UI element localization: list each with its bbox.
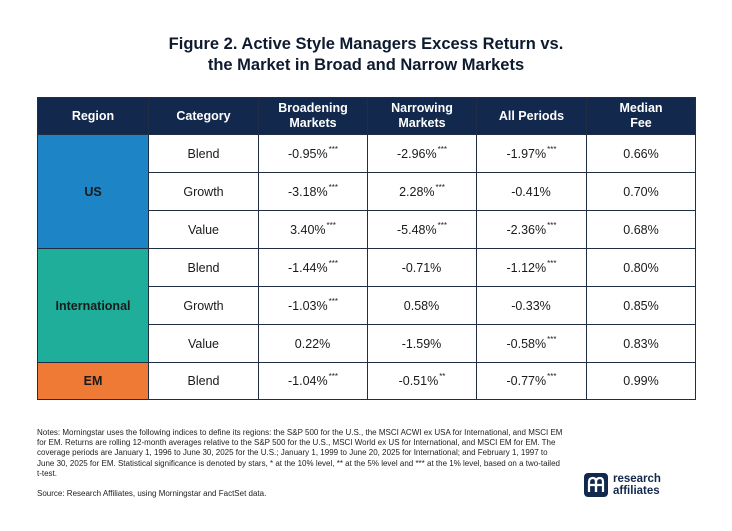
narrowing-cell: -1.59% bbox=[367, 324, 477, 363]
median-fee-cell: 0.80% bbox=[586, 248, 696, 287]
broadening-cell: 3.40%*** bbox=[258, 210, 368, 249]
region-cell-em: EM bbox=[37, 362, 149, 400]
header-all-periods: All Periods bbox=[476, 97, 587, 135]
all-periods-cell: -0.41% bbox=[476, 172, 587, 211]
all-periods-cell: -0.33% bbox=[476, 286, 587, 325]
figure-title-line-1: Figure 2. Active Style Managers Excess R… bbox=[168, 35, 564, 53]
figure-title: Figure 2. Active Style Managers Excess R… bbox=[0, 34, 732, 76]
logo-mark-icon bbox=[584, 473, 608, 497]
all-periods-cell: -0.58%*** bbox=[476, 324, 587, 363]
header-median-fee: Median Fee bbox=[586, 97, 696, 135]
table-row: EM Blend -1.04%*** -0.51%** -0.77%*** 0.… bbox=[37, 362, 696, 400]
all-periods-cell: -2.36%*** bbox=[476, 210, 587, 249]
category-cell: Blend bbox=[148, 248, 259, 287]
logo-word-research: research bbox=[613, 473, 661, 485]
table-header-row: Region Category Broadening Markets Narrow… bbox=[37, 97, 696, 135]
header-narrowing: Narrowing Markets bbox=[367, 97, 477, 135]
category-cell: Value bbox=[148, 210, 259, 249]
broadening-cell: -1.04%*** bbox=[258, 362, 368, 400]
table-row: Value 0.22% -1.59% -0.58%*** 0.83% bbox=[38, 324, 696, 363]
table-row: Growth -3.18%*** 2.28%*** -0.41% 0.70% bbox=[38, 172, 696, 211]
header-broadening: Broadening Markets bbox=[258, 97, 368, 135]
median-fee-cell: 0.66% bbox=[586, 134, 696, 173]
header-region: Region bbox=[37, 97, 149, 135]
broadening-cell: -1.03%*** bbox=[258, 286, 368, 325]
logo-word-affiliates: affiliates bbox=[613, 485, 660, 497]
category-cell: Growth bbox=[148, 172, 259, 211]
all-periods-cell: -0.77%*** bbox=[476, 362, 587, 400]
source-text: Source: Research Affiliates, using Morni… bbox=[37, 489, 267, 498]
table-row: US Blend -0.95%*** -2.96%*** -1.97%*** 0… bbox=[37, 134, 696, 249]
table-row: International Blend -1.44%*** -0.71% -1.… bbox=[37, 248, 696, 363]
narrowing-cell: -0.71% bbox=[367, 248, 477, 287]
all-periods-cell: -1.97%*** bbox=[476, 134, 587, 173]
table-row: Value 3.40%*** -5.48%*** -2.36%*** 0.68% bbox=[38, 210, 696, 249]
table-row: Growth -1.03%*** 0.58% -0.33% 0.85% bbox=[38, 286, 696, 325]
narrowing-cell: -2.96%*** bbox=[367, 134, 477, 173]
median-fee-cell: 0.68% bbox=[586, 210, 696, 249]
category-cell: Blend bbox=[148, 134, 259, 173]
all-periods-cell: -1.12%*** bbox=[476, 248, 587, 287]
median-fee-cell: 0.99% bbox=[586, 362, 696, 400]
median-fee-cell: 0.83% bbox=[586, 324, 696, 363]
narrowing-cell: 0.58% bbox=[367, 286, 477, 325]
figure-title-line-2: the Market in Broad and Narrow Markets bbox=[207, 56, 525, 74]
broadening-cell: -0.95%*** bbox=[258, 134, 368, 173]
category-cell: Value bbox=[148, 324, 259, 363]
notes-text: Notes: Morningstar uses the following in… bbox=[37, 428, 563, 478]
results-table: Region Category Broadening Markets Narrow… bbox=[37, 97, 696, 400]
broadening-cell: -1.44%*** bbox=[258, 248, 368, 287]
region-cell-international: International bbox=[37, 248, 149, 363]
median-fee-cell: 0.70% bbox=[586, 172, 696, 211]
narrowing-cell: 2.28%*** bbox=[367, 172, 477, 211]
broadening-cell: -3.18%*** bbox=[258, 172, 368, 211]
category-cell: Growth bbox=[148, 286, 259, 325]
category-cell: Blend bbox=[148, 362, 259, 400]
research-affiliates-logo: research affiliates bbox=[584, 471, 696, 499]
broadening-cell: 0.22% bbox=[258, 324, 368, 363]
region-cell-us: US bbox=[37, 134, 149, 249]
narrowing-cell: -0.51%** bbox=[367, 362, 477, 400]
median-fee-cell: 0.85% bbox=[586, 286, 696, 325]
header-category: Category bbox=[148, 97, 259, 135]
narrowing-cell: -5.48%*** bbox=[367, 210, 477, 249]
